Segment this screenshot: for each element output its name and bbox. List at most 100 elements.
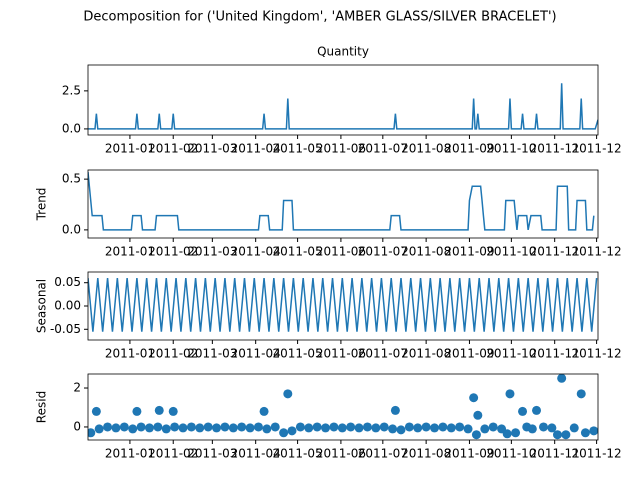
y-axis-label: Seasonal — [35, 279, 49, 333]
point — [396, 425, 406, 435]
point — [220, 422, 230, 432]
x-tick-label: 2011-03 — [187, 245, 237, 259]
axes-frame — [87, 373, 599, 441]
point — [170, 422, 180, 432]
x-tick-label: 2011-09 — [444, 245, 494, 259]
x-tick-label: 2011-10 — [486, 347, 536, 361]
x-tick-label: 2011-06 — [316, 447, 366, 461]
y-tick-label: 0.0 — [62, 121, 81, 135]
point — [128, 424, 138, 434]
point — [259, 406, 269, 416]
point — [237, 422, 247, 432]
axes-title: Quantity — [317, 45, 369, 59]
point — [471, 430, 481, 440]
x-tick-label: 2011-09 — [444, 142, 494, 156]
point — [421, 422, 431, 432]
x-tick-label: 2011-12 — [572, 245, 622, 259]
series-line — [88, 171, 595, 231]
point — [527, 424, 537, 434]
y-tick-label: 2.5 — [62, 83, 81, 97]
point — [430, 423, 440, 433]
point — [362, 422, 372, 432]
x-tick-label: 2011-10 — [486, 142, 536, 156]
x-tick-label: 2011-11 — [530, 245, 580, 259]
point — [539, 422, 549, 432]
point — [103, 422, 113, 432]
x-tick-label: 2011-04 — [231, 447, 281, 461]
point — [547, 423, 557, 433]
series-line — [88, 83, 598, 130]
point — [371, 423, 381, 433]
point — [502, 429, 512, 439]
y-axis-label: Trend — [35, 188, 49, 222]
point — [132, 406, 142, 416]
x-tick-label: 2011-11 — [530, 142, 580, 156]
point — [304, 423, 314, 433]
x-tick-label: 2011-04 — [231, 245, 281, 259]
x-tick-label: 2011-04 — [231, 142, 281, 156]
point — [532, 405, 542, 415]
x-tick-label: 2011-11 — [530, 447, 580, 461]
point — [228, 423, 238, 433]
y-tick-label: 2 — [73, 381, 81, 395]
x-tick-label: 2011-09 — [444, 347, 494, 361]
x-tick-label: 2011-01 — [105, 447, 155, 461]
x-tick-label: 2011-08 — [401, 447, 451, 461]
x-tick-label: 2011-02 — [148, 447, 198, 461]
x-tick-label: 2011-08 — [401, 245, 451, 259]
point — [154, 405, 164, 415]
x-tick-label: 2011-07 — [358, 347, 408, 361]
point — [212, 423, 222, 433]
point — [94, 424, 104, 434]
axes-frame — [87, 271, 599, 341]
series-line — [88, 277, 598, 332]
point — [413, 423, 423, 433]
point — [195, 423, 205, 433]
point — [480, 424, 490, 434]
point — [473, 410, 483, 420]
point — [569, 423, 579, 433]
figure-title: Decomposition for ('United Kingdom', 'AM… — [83, 10, 556, 25]
x-tick-label: 2011-10 — [486, 245, 536, 259]
point — [561, 430, 571, 440]
point — [253, 422, 263, 432]
point — [488, 422, 498, 432]
x-tick-label: 2011-05 — [273, 142, 323, 156]
point — [270, 422, 280, 432]
x-tick-label: 2011-05 — [273, 245, 323, 259]
x-tick-label: 2011-11 — [530, 347, 580, 361]
x-tick-label: 2011-07 — [358, 447, 408, 461]
axes-frame — [87, 64, 599, 136]
point — [91, 406, 101, 416]
point — [518, 406, 528, 416]
point — [88, 428, 96, 438]
point — [136, 422, 146, 432]
x-tick-label: 2011-12 — [572, 347, 622, 361]
x-tick-label: 2011-07 — [358, 142, 408, 156]
x-tick-label: 2011-01 — [105, 142, 155, 156]
point — [321, 423, 331, 433]
point — [557, 374, 567, 383]
x-tick-label: 2011-01 — [105, 347, 155, 361]
point — [262, 424, 272, 434]
point — [552, 430, 562, 440]
point — [119, 422, 129, 432]
x-tick-label: 2011-02 — [148, 347, 198, 361]
point — [346, 422, 356, 432]
y-tick-label: 0.0 — [62, 222, 81, 236]
point — [168, 406, 178, 416]
point — [446, 423, 456, 433]
x-tick-label: 2011-06 — [316, 142, 366, 156]
point — [576, 389, 586, 399]
point — [589, 426, 598, 436]
point — [438, 422, 448, 432]
point — [111, 423, 121, 433]
point — [295, 422, 305, 432]
x-tick-label: 2011-03 — [187, 347, 237, 361]
point — [203, 422, 213, 432]
point — [329, 422, 339, 432]
x-tick-label: 2011-05 — [273, 347, 323, 361]
x-tick-label: 2011-12 — [572, 447, 622, 461]
point — [283, 389, 293, 399]
